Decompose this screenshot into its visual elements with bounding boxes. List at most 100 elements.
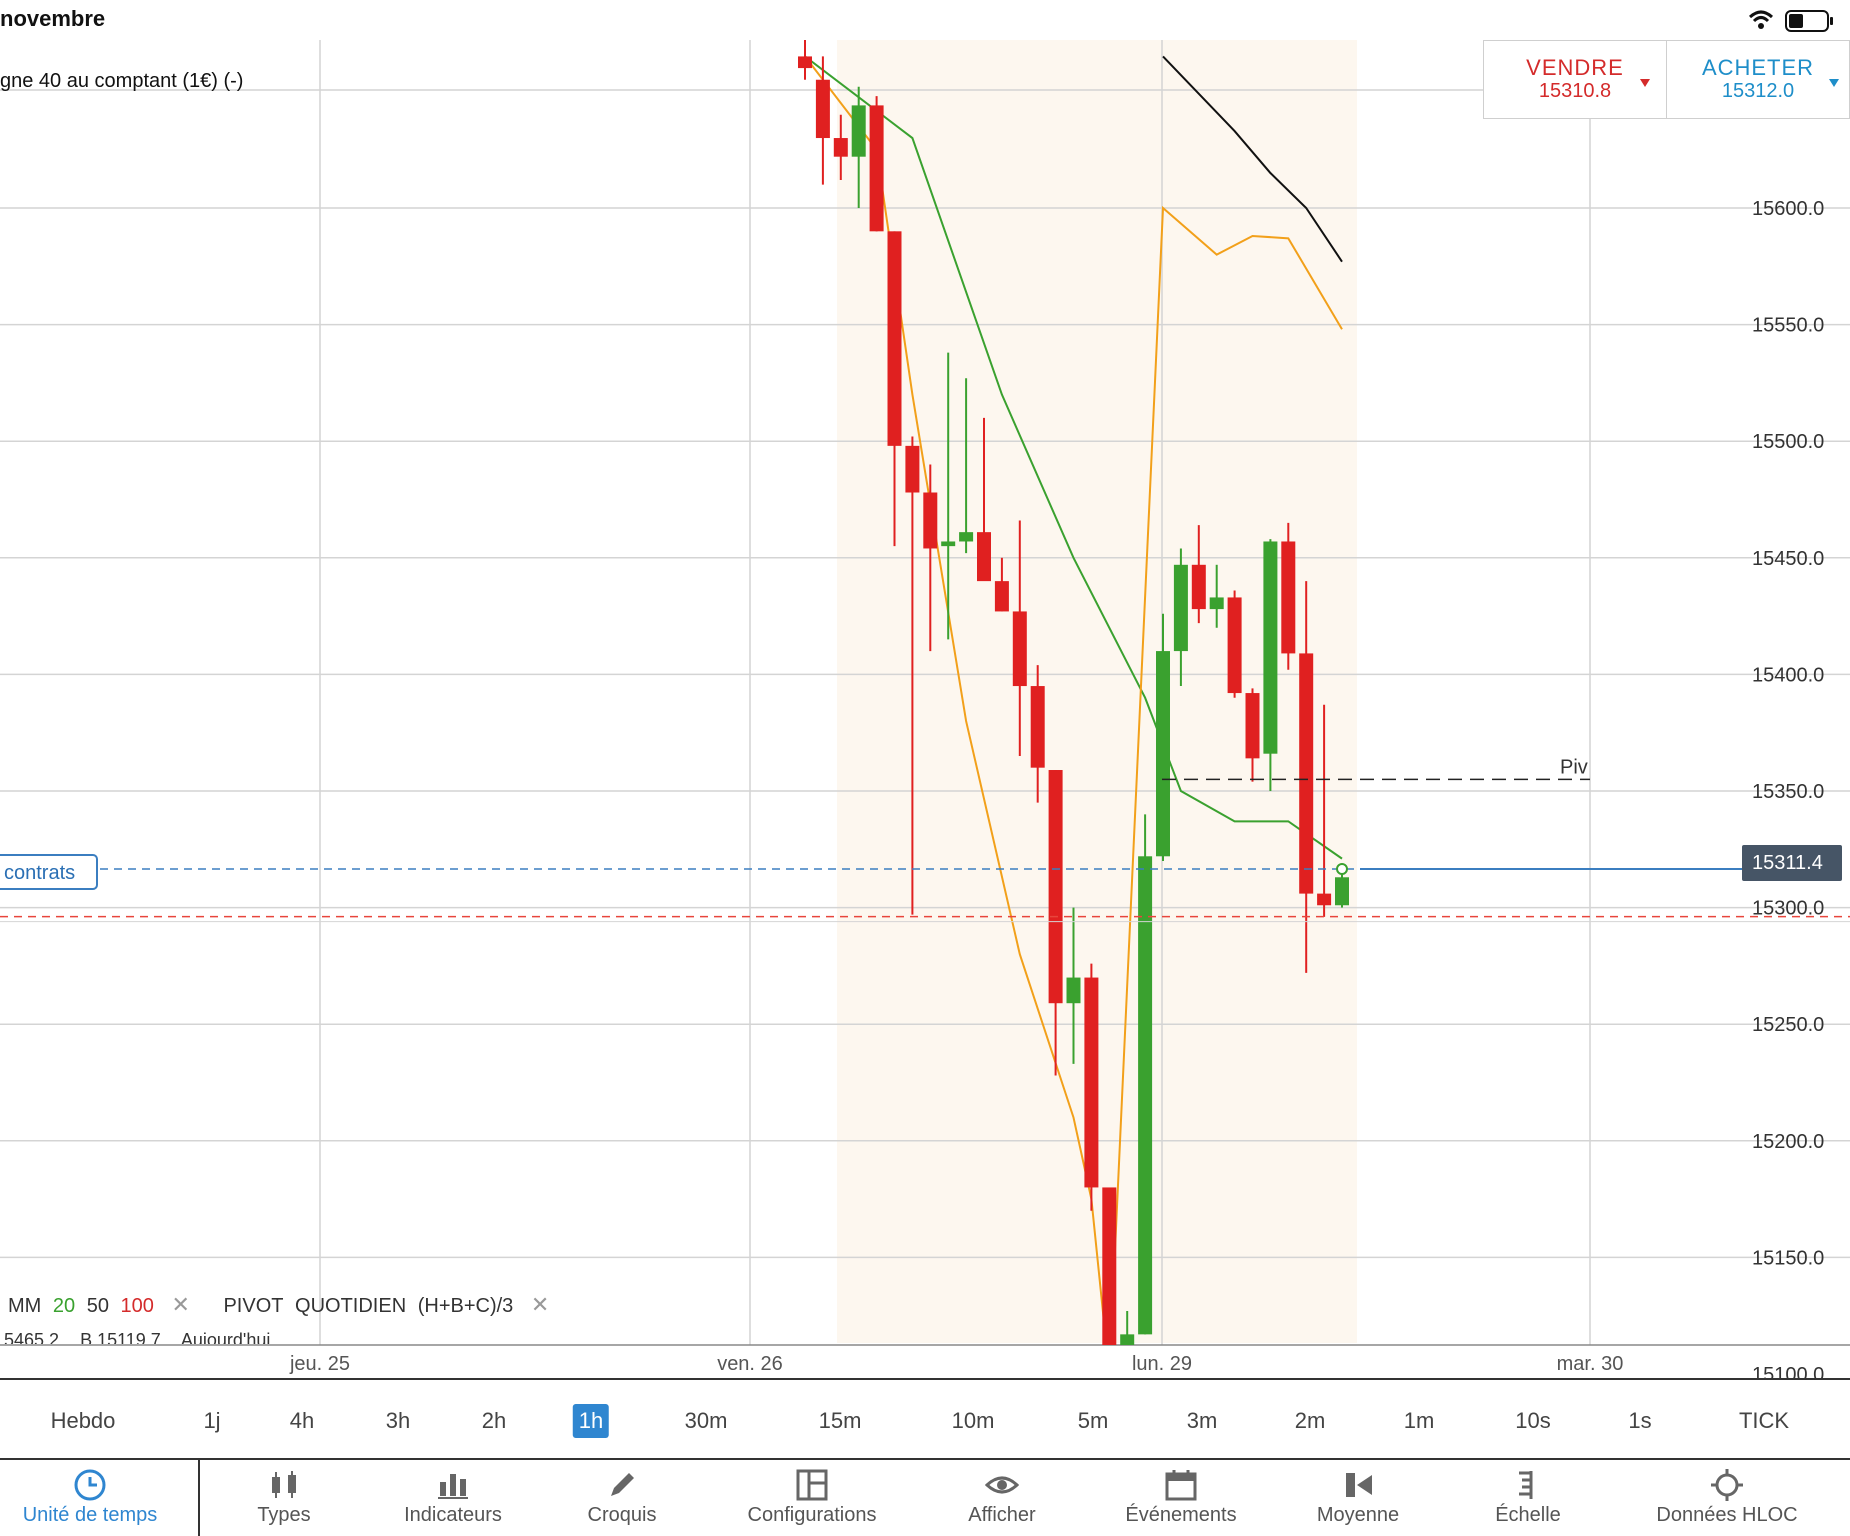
battery-icon — [1785, 10, 1833, 32]
y-tick-label: 15450.0 — [1752, 548, 1824, 570]
candle — [869, 96, 884, 232]
toolbar-label: Configurations — [747, 1504, 877, 1526]
timeframe-10s[interactable]: 10s — [1515, 1408, 1551, 1433]
remove-pivot-icon[interactable]: ✕ — [530, 1292, 550, 1317]
x-tick-label: lun. 29 — [1132, 1353, 1192, 1375]
pivot-period: QUOTIDIEN — [295, 1295, 407, 1317]
y-tick-label: 15500.0 — [1752, 431, 1824, 453]
timeframe-2h[interactable]: 2h — [481, 1408, 507, 1433]
clock-icon — [74, 1469, 106, 1501]
toolbar-scale-button[interactable]: Échelle — [1448, 1460, 1608, 1536]
timeframe-2m[interactable]: 2m — [1294, 1408, 1326, 1433]
toolbar-label: Afficher — [968, 1504, 1036, 1526]
toolbar-average-button[interactable]: Moyenne — [1278, 1460, 1438, 1536]
toolbar-label: Unité de temps — [22, 1504, 158, 1526]
candle — [923, 464, 938, 652]
timeframe-1s[interactable]: 1s — [1628, 1408, 1652, 1433]
bottom-toolbar: Unité de temps Types Indicateurs Croquis Con… — [0, 1458, 1850, 1536]
toolbar-label: Données HLOC — [1656, 1504, 1798, 1526]
candles-icon — [272, 1471, 296, 1498]
buy-price: 15312.0 — [1721, 80, 1795, 102]
pencil-icon — [611, 1473, 634, 1496]
y-tick-label: 15150.0 — [1752, 1247, 1824, 1269]
y-axis-labels: 15100.0 15150.0 15200.0 15250.0 15300.0 15350… — [1752, 198, 1824, 1378]
toolbar-bars-button[interactable]: Indicateurs — [373, 1460, 533, 1536]
ohlc-low: B 15119.7 — [80, 1330, 161, 1344]
position-contracts-tag[interactable]: contrats — [0, 854, 98, 890]
candle — [1209, 564, 1224, 628]
candlesticks — [798, 40, 1349, 1345]
buy-caret-icon — [1829, 79, 1839, 87]
sell-label: VENDRE — [1526, 55, 1624, 80]
toolbar-candles-button[interactable]: Types — [204, 1460, 364, 1536]
current-price-tag: 15311.4 — [1742, 845, 1842, 881]
y-tick-label: 15600.0 — [1752, 198, 1824, 220]
bars-icon — [438, 1474, 468, 1499]
timeframe-15m[interactable]: 15m — [818, 1408, 862, 1433]
price-levels: Piv — [0, 756, 1850, 923]
y-tick-label: 15250.0 — [1752, 1014, 1824, 1036]
timeframe-hebdo[interactable]: Hebdo — [50, 1408, 116, 1433]
candle — [851, 86, 866, 208]
candle — [994, 557, 1009, 612]
toolbar-layout-button[interactable]: Configurations — [732, 1460, 892, 1536]
price-chart[interactable]: jeu. 25 ven. 26 lun. 29 mar. 30 15100.0 1515… — [0, 0, 1850, 1378]
timeframe-3m[interactable]: 3m — [1186, 1408, 1218, 1433]
indicator-legend: MM 20 50 100 ✕ PIVOT QUOTIDIEN (H+B+C)/3… — [8, 1292, 577, 1318]
candle — [1084, 963, 1099, 1211]
toolbar-label: Échelle — [1495, 1504, 1561, 1526]
timeframe-4h[interactable]: 4h — [289, 1408, 315, 1433]
candle — [977, 417, 991, 582]
toolbar-label: Événements — [1125, 1504, 1237, 1526]
candle — [959, 378, 974, 554]
timeframe-1h[interactable]: 1h — [572, 1404, 610, 1438]
candle — [905, 436, 920, 915]
timeframe-30m[interactable]: 30m — [684, 1408, 728, 1433]
toolbar-crosshair-button[interactable]: Données HLOC — [1647, 1460, 1807, 1536]
toolbar-calendar-button[interactable]: Événements — [1101, 1460, 1261, 1536]
mm-20-label: 20 — [52, 1295, 76, 1317]
candle — [1299, 581, 1314, 973]
ma-line — [804, 55, 1343, 860]
y-tick-label: 15100.0 — [1752, 1364, 1824, 1378]
timeframe-1m[interactable]: 1m — [1403, 1408, 1435, 1433]
pivot-formula: (H+B+C)/3 — [417, 1295, 514, 1317]
buy-button[interactable]: ACHETER 15312.0 — [1666, 41, 1849, 118]
candle — [833, 114, 848, 181]
candle — [1048, 770, 1063, 1076]
mm-100-label: 100 — [120, 1295, 154, 1317]
instrument-name[interactable]: gne 40 au comptant (1€) (-) — [0, 70, 244, 92]
ohlc-date: Aujourd'hui — [180, 1330, 271, 1344]
toolbar-label: Moyenne — [1316, 1504, 1400, 1526]
sell-caret-icon — [1640, 79, 1650, 87]
candle — [1227, 590, 1242, 698]
sell-button[interactable]: VENDRE 15310.8 — [1484, 41, 1666, 118]
candle — [1066, 907, 1081, 1064]
candle — [815, 56, 830, 185]
timeframe-5m[interactable]: 5m — [1077, 1408, 1109, 1433]
timeframe-10m[interactable]: 10m — [951, 1408, 995, 1433]
candle — [941, 352, 956, 640]
remove-mm-icon[interactable]: ✕ — [171, 1292, 190, 1317]
toolbar-divider — [198, 1458, 200, 1536]
toolbar-pencil-button[interactable]: Croquis — [542, 1460, 702, 1536]
timeframe-tick[interactable]: TICK — [1738, 1408, 1790, 1433]
pivot-label: PIVOT — [223, 1295, 284, 1317]
toolbar-clock-button[interactable]: Unité de temps — [10, 1460, 170, 1536]
toolbar-eye-button[interactable]: Afficher — [922, 1460, 1082, 1536]
timeframe-3h[interactable]: 3h — [385, 1408, 411, 1433]
y-tick-label: 15550.0 — [1752, 315, 1824, 337]
status-icons — [1748, 10, 1833, 32]
x-tick-label: ven. 26 — [717, 1353, 783, 1375]
x-axis-labels: jeu. 25 ven. 26 lun. 29 mar. 30 — [289, 1353, 1623, 1375]
chart-grid — [0, 40, 1850, 1346]
eye-icon — [985, 1476, 1019, 1494]
pivot-line-label: Piv — [1560, 756, 1588, 778]
timeframe-1j[interactable]: 1j — [203, 1408, 221, 1433]
layout-icon — [796, 1469, 828, 1501]
candle — [1263, 539, 1278, 791]
buy-label: ACHETER — [1701, 55, 1815, 80]
sell-price: 15310.8 — [1538, 80, 1612, 102]
wifi-icon — [1748, 10, 1774, 29]
